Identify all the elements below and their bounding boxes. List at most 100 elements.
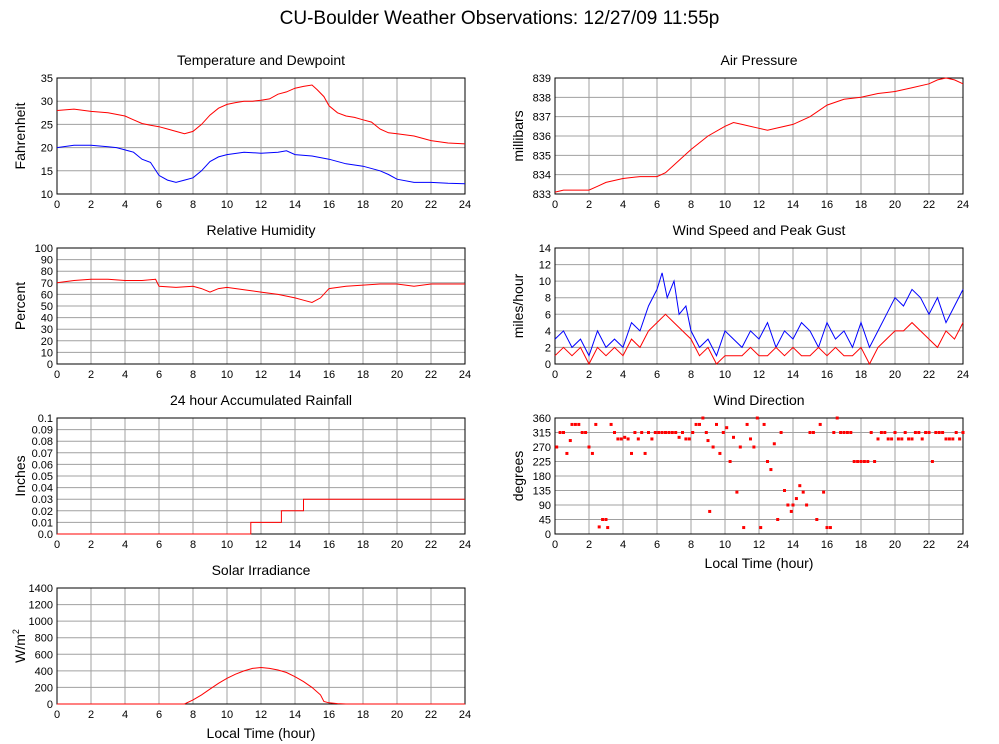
pressure-xtick-label: 0 [552, 199, 558, 211]
wind-speed-ytick-label: 8 [545, 293, 551, 305]
humidity-ytick-label: 50 [41, 301, 53, 313]
pressure-xtick-label: 16 [821, 199, 833, 211]
humidity-xtick-label: 16 [323, 369, 335, 381]
wind-speed-ytick-label: 2 [545, 342, 551, 354]
rainfall-xtick-label: 16 [323, 539, 335, 551]
wind-direction-point [876, 437, 880, 441]
wind-direction-point [565, 451, 569, 455]
wind-direction-ytick-label: 180 [533, 471, 551, 483]
wind-direction-ytick-label: 0 [545, 529, 551, 541]
wind-direction-point [839, 431, 843, 434]
temperature-xtick-label: 24 [459, 199, 471, 211]
temperature-ytick-label: 15 [41, 166, 53, 178]
rainfall-xtick-label: 10 [221, 539, 233, 551]
temperature-xtick-label: 20 [391, 199, 403, 211]
wind-direction-point [879, 431, 883, 434]
wind-direction-point [791, 503, 795, 507]
wind-direction-point [568, 439, 572, 443]
wind-speed-xtick-label: 6 [654, 369, 660, 381]
wind-direction-point [825, 526, 829, 530]
wind-direction-xtick-label: 20 [889, 539, 901, 551]
wind-direction-ytick-label: 225 [533, 457, 551, 469]
wind-direction-point [664, 431, 667, 434]
wind-direction-point [951, 437, 955, 441]
solar-ytick-label: 1400 [29, 583, 53, 595]
temperature-frame [56, 77, 466, 195]
humidity-xtick-label: 10 [221, 369, 233, 381]
rainfall-ytick-label: 0.01 [32, 517, 53, 529]
temperature-xtick-label: 8 [190, 199, 196, 211]
humidity-xtick-label: 24 [459, 369, 471, 381]
solar-xtick-label: 22 [425, 709, 437, 721]
pressure-xtick-label: 2 [586, 199, 592, 211]
humidity-xtick-label: 22 [425, 369, 437, 381]
wind-direction-point [701, 416, 705, 420]
wind-direction-xtick-label: 16 [821, 539, 833, 551]
wind-direction-point [873, 460, 877, 463]
wind-direction-point [597, 525, 601, 529]
wind-direction-xtick-label: 10 [719, 539, 731, 551]
pressure-series-line-0 [554, 77, 964, 193]
wind-direction-point [917, 431, 921, 434]
wind-speed-ytick-label: 4 [545, 326, 551, 338]
wind-direction-point [958, 437, 962, 441]
humidity-ytick-label: 80 [41, 266, 53, 278]
rainfall-xtick-label: 0 [54, 539, 60, 551]
wind-direction-point [570, 422, 574, 426]
humidity-xtick-label: 14 [289, 369, 301, 381]
wind-direction-point [805, 503, 809, 507]
humidity-ytick-label: 20 [41, 336, 53, 348]
temperature-ytick-label: 20 [41, 143, 53, 155]
humidity-xtick-label: 0 [54, 369, 60, 381]
wind-direction-point [691, 431, 695, 434]
wind-direction-point [725, 426, 729, 430]
rainfall-ytick-label: 0.05 [32, 471, 53, 483]
wind-direction-ytick-label: 360 [533, 413, 551, 425]
temperature-series-line-1 [56, 144, 466, 185]
wind-direction-xtick-label: 2 [586, 539, 592, 551]
wind-direction-point [856, 460, 860, 463]
wind-direction-point [636, 437, 640, 441]
wind-direction-point [822, 490, 826, 494]
wind-direction-point [653, 431, 657, 434]
solar-xtick-label: 16 [323, 709, 335, 721]
wind-direction-point [718, 451, 722, 455]
pressure-ytick-label: 836 [533, 131, 551, 143]
solar-series-line-0 [57, 666, 465, 705]
wind-direction-xlabel: Local Time (hour) [705, 555, 814, 571]
wind-direction-point [660, 431, 664, 434]
wind-direction-point [584, 431, 588, 434]
wind-direction-point [626, 437, 630, 441]
wind-direction-point [728, 460, 732, 463]
wind-direction-point [752, 445, 756, 449]
temperature-xtick-label: 4 [122, 199, 128, 211]
wind-direction-point [558, 431, 562, 434]
wind-direction-point [681, 431, 684, 434]
wind-direction-point [900, 437, 904, 441]
wind-speed-xtick-label: 14 [787, 369, 799, 381]
wind-direction-point [828, 526, 832, 530]
wind-direction-xtick-label: 8 [688, 539, 694, 551]
wind-direction-point [735, 490, 739, 494]
wind-direction-point [587, 445, 591, 449]
solar-ytick-label: 1000 [29, 616, 53, 628]
solar-chart: Solar Irradiance020040060080010001200140… [11, 562, 471, 741]
wind-direction-point [706, 439, 710, 443]
wind-direction-point [786, 503, 790, 507]
wind-direction-point [920, 437, 924, 441]
humidity-xtick-label: 6 [156, 369, 162, 381]
wind-speed-xtick-label: 12 [753, 369, 765, 381]
pressure-xtick-label: 4 [620, 199, 626, 211]
wind-direction-title: Wind Direction [713, 392, 804, 408]
wind-speed-xtick-label: 10 [719, 369, 731, 381]
wind-direction-point [590, 451, 594, 455]
temperature-xtick-label: 22 [425, 199, 437, 211]
wind-direction-point [859, 460, 863, 463]
wind-direction-point [934, 431, 938, 434]
wind-direction-point [776, 518, 780, 521]
humidity-frame [56, 247, 466, 365]
wind-direction-point [896, 437, 900, 441]
rainfall-ytick-label: 0.07 [32, 448, 53, 460]
wind-direction-point [601, 518, 605, 521]
